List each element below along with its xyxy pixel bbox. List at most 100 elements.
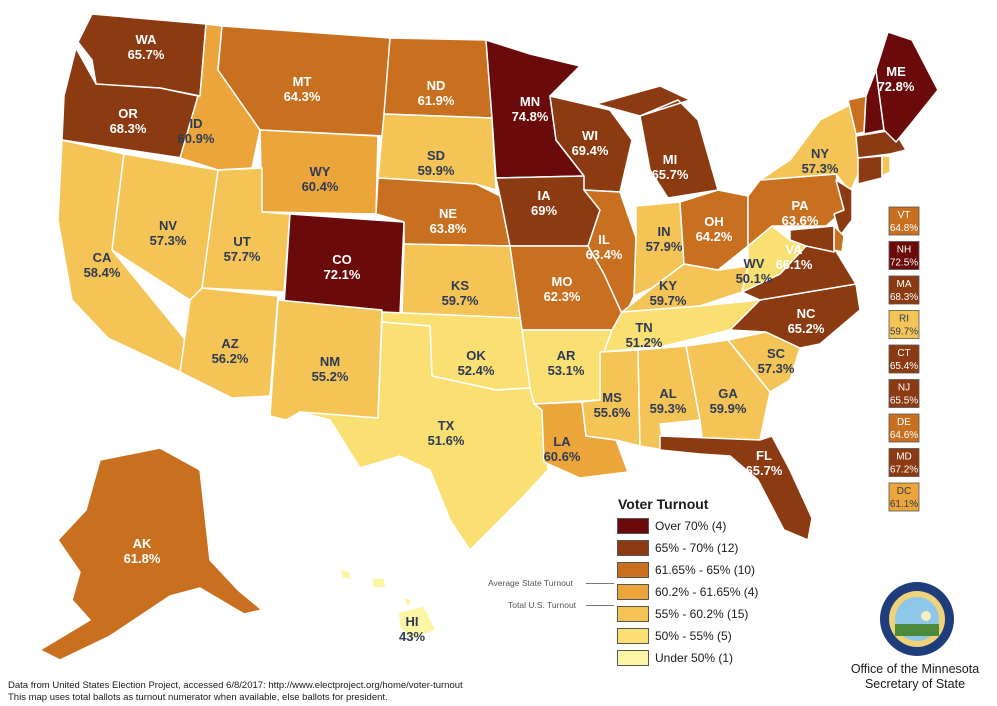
state-label-mo: MO <box>552 274 573 289</box>
state-value-in: 57.9% <box>646 239 683 254</box>
small-state-label-nj: NJ <box>898 383 910 394</box>
state-hi[interactable] <box>339 567 437 641</box>
state-label-ks: KS <box>451 278 469 293</box>
state-label-ia: IA <box>538 188 552 203</box>
source-line-2: This map uses total ballots as turnout n… <box>8 692 388 703</box>
state-sd[interactable] <box>377 113 497 191</box>
small-state-box-vt[interactable]: VT 64.8% <box>888 206 920 236</box>
legend-label: Over 70% (4) <box>655 519 727 533</box>
small-state-value-vt: 64.8% <box>890 223 918 234</box>
state-fl[interactable] <box>659 435 813 541</box>
small-state-label-ct: CT <box>897 348 910 359</box>
small-state-box-dc[interactable]: DC 61.1% <box>888 482 920 512</box>
state-value-wa: 65.7% <box>128 47 165 62</box>
state-value-ar: 53.1% <box>548 363 585 378</box>
legend-swatch <box>617 606 649 622</box>
small-state-label-nh: NH <box>897 245 911 256</box>
state-value-va: 66.1% <box>776 257 813 272</box>
small-state-box-nj[interactable]: NJ 65.5% <box>888 379 920 408</box>
state-md-shape[interactable] <box>789 225 835 253</box>
small-state-box-ri[interactable]: RI 59.7% <box>888 310 920 339</box>
state-ak[interactable] <box>39 447 263 661</box>
state-label-nc: NC <box>797 306 816 321</box>
small-state-value-de: 64.6% <box>890 430 918 441</box>
state-label-sc: SC <box>767 346 786 361</box>
minnesota-state-seal <box>880 582 954 656</box>
state-ri-shape[interactable] <box>881 155 891 177</box>
small-state-swatch-nj <box>888 379 920 408</box>
legend-item: Under 50% (1) <box>617 650 733 666</box>
state-ky[interactable] <box>621 263 749 313</box>
state-me[interactable] <box>875 31 939 143</box>
state-value-nd: 61.9% <box>418 93 455 108</box>
state-value-mo: 62.3% <box>544 289 581 304</box>
state-label-co: CO <box>332 252 352 267</box>
state-sc[interactable] <box>727 331 801 393</box>
state-ct-shape[interactable] <box>857 155 883 185</box>
small-state-box-nh[interactable]: NH 72.5% <box>888 241 920 270</box>
state-ny[interactable] <box>759 103 863 193</box>
legend-swatch <box>617 562 649 578</box>
small-state-box-md[interactable]: MD 67.2% <box>888 448 920 477</box>
small-state-swatch-ct <box>888 344 920 374</box>
state-value-co: 72.1% <box>324 267 361 282</box>
state-label-sd: SD <box>427 148 445 163</box>
state-value-ky: 59.7% <box>650 293 687 308</box>
state-value-nc: 65.2% <box>788 321 825 336</box>
legend-label: 55% - 60.2% (15) <box>655 607 749 621</box>
state-value-la: 60.6% <box>544 449 581 464</box>
small-state-value-md: 67.2% <box>890 465 918 476</box>
small-state-label-de: DE <box>897 417 911 428</box>
small-state-box-ct[interactable]: CT 65.4% <box>888 344 920 374</box>
state-label-oh: OH <box>704 214 724 229</box>
small-state-label-dc: DC <box>897 486 911 497</box>
state-label-in: IN <box>658 224 671 239</box>
legend-swatch <box>617 650 649 666</box>
state-label-ky: KY <box>659 278 677 293</box>
state-value-ne: 63.8% <box>430 221 467 236</box>
small-state-box-ma[interactable]: MA 68.3% <box>888 275 920 305</box>
small-state-label-md: MD <box>896 452 912 463</box>
legend-label: 50% - 55% (5) <box>655 629 732 643</box>
state-label-ut: UT <box>233 234 250 249</box>
average-note-line <box>586 583 614 584</box>
small-state-value-ri: 59.7% <box>890 327 918 338</box>
small-state-swatch-de <box>888 413 920 443</box>
state-label-wi: WI <box>582 128 598 143</box>
legend-label: Under 50% (1) <box>655 651 734 665</box>
state-label-pa: PA <box>791 198 809 213</box>
small-state-swatch-ma <box>888 275 920 305</box>
legend-item: 65% - 70% (12) <box>617 540 738 556</box>
state-label-ar: AR <box>557 348 576 363</box>
state-wv[interactable] <box>741 225 807 293</box>
office-line-1: Office of the Minnesota <box>850 662 980 676</box>
small-state-swatch-md <box>888 448 920 477</box>
state-value-tx: 51.6% <box>428 433 465 448</box>
small-state-label-ri: RI <box>899 314 909 325</box>
state-value-fl: 65.7% <box>746 463 783 478</box>
state-value-ga: 59.9% <box>710 401 747 416</box>
legend-item: 61.65% - 65% (10) <box>617 562 755 578</box>
state-label-al: AL <box>659 386 676 401</box>
state-label-ny: NY <box>811 146 829 161</box>
legend-swatch <box>617 584 649 600</box>
state-label-ne: NE <box>439 206 457 221</box>
small-state-label-ma: MA <box>897 279 912 290</box>
source-line-1: Data from United States Election Project… <box>8 680 463 691</box>
state-value-ks: 59.7% <box>442 293 479 308</box>
state-az[interactable] <box>179 287 279 399</box>
state-label-mt: MT <box>293 74 312 89</box>
state-label-tx: TX <box>438 418 455 433</box>
state-value-al: 59.3% <box>650 401 687 416</box>
small-state-swatch-ri <box>888 310 920 339</box>
small-state-box-de[interactable]: DE 64.6% <box>888 413 920 443</box>
state-tx[interactable] <box>299 321 549 551</box>
legend-item: 60.2% - 61.65% (4) <box>617 584 758 600</box>
state-value-wv: 50.1% <box>736 271 773 286</box>
legend-item: Over 70% (4) <box>617 518 726 534</box>
small-state-value-nj: 65.5% <box>890 396 918 407</box>
small-state-value-dc: 61.1% <box>890 499 918 510</box>
legend-item: 50% - 55% (5) <box>617 628 732 644</box>
state-label-nd: ND <box>427 78 446 93</box>
state-label-fl: FL <box>756 448 772 463</box>
